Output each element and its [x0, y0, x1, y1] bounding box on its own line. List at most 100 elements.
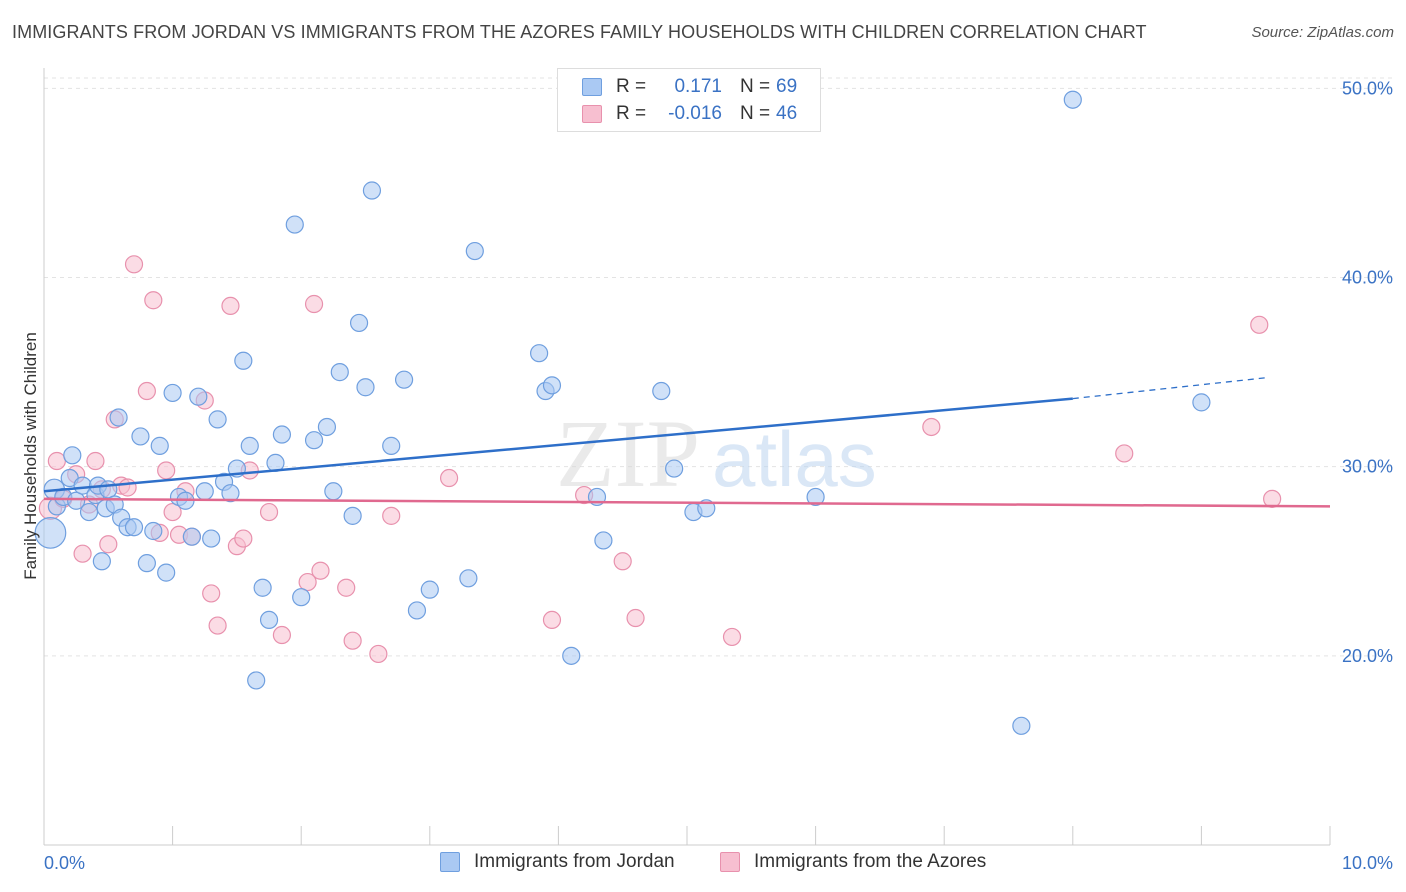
point-jordan: [324, 482, 343, 501]
legend-r-label: R =: [616, 76, 647, 97]
series-name-azores: Immigrants from the Azores: [754, 851, 987, 872]
point-jordan: [259, 610, 279, 630]
point-azores: [144, 291, 163, 310]
point-jordan: [317, 417, 337, 437]
point-jordan: [247, 671, 266, 690]
point-jordan: [240, 436, 259, 455]
point-azores: [304, 294, 324, 314]
point-azores: [369, 644, 388, 664]
y-tick-label: 50.0%: [1342, 78, 1393, 98]
point-jordan: [356, 378, 375, 397]
y-axis-label: Family Households with Children: [21, 332, 40, 580]
point-jordan: [542, 376, 562, 395]
point-azores: [613, 552, 632, 571]
series-legend: Immigrants from Jordan Immigrants from t…: [0, 851, 1406, 877]
point-azores: [221, 296, 240, 316]
point-jordan: [806, 487, 825, 507]
point-jordan: [562, 646, 581, 665]
point-jordan: [92, 552, 111, 571]
point-jordan: [63, 446, 82, 465]
point-jordan: [272, 425, 292, 444]
point-azores: [626, 608, 645, 628]
point-jordan: [99, 480, 118, 499]
point-jordan: [144, 521, 163, 541]
point-azores: [157, 461, 176, 480]
axes: [43, 68, 1331, 846]
point-azores: [163, 502, 182, 522]
point-jordan: [34, 516, 67, 549]
point-azores: [439, 468, 459, 488]
data-points: [34, 90, 1282, 735]
point-azores: [208, 616, 227, 635]
point-jordan: [234, 351, 253, 370]
point-azores: [1115, 444, 1134, 463]
point-azores: [47, 451, 66, 471]
y-tick-label: 40.0%: [1342, 268, 1393, 288]
legend-n-value: 69: [776, 76, 798, 97]
point-jordan: [407, 601, 427, 620]
trend-lines: [43, 377, 1331, 508]
point-jordan: [182, 527, 201, 546]
series-swatch-azores: [720, 852, 740, 872]
point-jordan: [330, 363, 349, 382]
point-azores: [137, 381, 156, 401]
point-jordan: [465, 241, 484, 261]
point-jordan: [285, 215, 304, 234]
point-jordan: [195, 482, 214, 501]
point-jordan: [1192, 393, 1211, 412]
point-azores: [722, 627, 742, 647]
point-jordan: [157, 563, 176, 582]
point-azores: [73, 544, 92, 563]
y-tick-label: 30.0%: [1342, 457, 1393, 477]
point-jordan: [124, 518, 144, 537]
series-name-jordan: Immigrants from Jordan: [474, 851, 675, 872]
legend-swatch-jordan: [582, 78, 602, 96]
point-azores: [311, 561, 330, 580]
point-azores: [922, 417, 941, 437]
point-jordan: [362, 181, 382, 200]
point-azores: [298, 572, 317, 592]
point-jordan: [221, 484, 240, 503]
point-jordan: [189, 387, 208, 406]
point-jordan: [79, 502, 99, 522]
point-jordan: [459, 569, 478, 588]
legend-row-jordan: R = 0.171 N = 69: [582, 75, 797, 99]
point-jordan: [652, 381, 671, 401]
chart-title: IMMIGRANTS FROM JORDAN VS IMMIGRANTS FRO…: [12, 22, 1147, 42]
point-jordan: [109, 408, 128, 427]
legend-r-value: 0.171: [674, 76, 722, 97]
point-jordan: [137, 554, 156, 573]
legend: R = 0.171 N = 69 R = -0.016 N = 46: [557, 68, 821, 132]
point-azores: [124, 255, 144, 274]
legend-n-label: N =: [740, 103, 771, 124]
point-jordan: [304, 431, 324, 450]
legend-r-value: -0.016: [668, 103, 722, 124]
point-azores: [99, 535, 118, 554]
legend-row-azores: R = -0.016 N = 46: [582, 102, 797, 126]
point-azores: [118, 478, 137, 497]
tick-labels: 20.0% 30.0% 40.0% 50.0% 0.0% 10.0%: [44, 78, 1393, 873]
x-tick-label: 0.0%: [44, 853, 85, 873]
point-azores: [343, 631, 362, 650]
point-jordan: [1063, 90, 1082, 109]
series-legend-azores: Immigrants from the Azores: [720, 851, 986, 873]
point-jordan: [697, 499, 716, 518]
point-jordan: [202, 529, 221, 548]
legend-n-value: 46: [776, 103, 798, 124]
legend-swatch-azores: [582, 105, 602, 123]
point-jordan: [530, 344, 549, 363]
point-azores: [337, 578, 356, 597]
point-jordan: [394, 370, 414, 389]
point-jordan: [253, 578, 272, 597]
point-azores: [542, 610, 562, 630]
point-azores: [86, 451, 105, 471]
point-jordan: [292, 588, 311, 607]
point-jordan: [343, 506, 362, 525]
point-azores: [1250, 315, 1269, 334]
legend-n-label: N =: [740, 76, 771, 97]
legend-r-label: R =: [616, 103, 647, 124]
point-azores: [202, 584, 221, 603]
source-credit: Source: ZipAtlas.com: [1251, 24, 1394, 41]
point-jordan: [150, 436, 169, 455]
